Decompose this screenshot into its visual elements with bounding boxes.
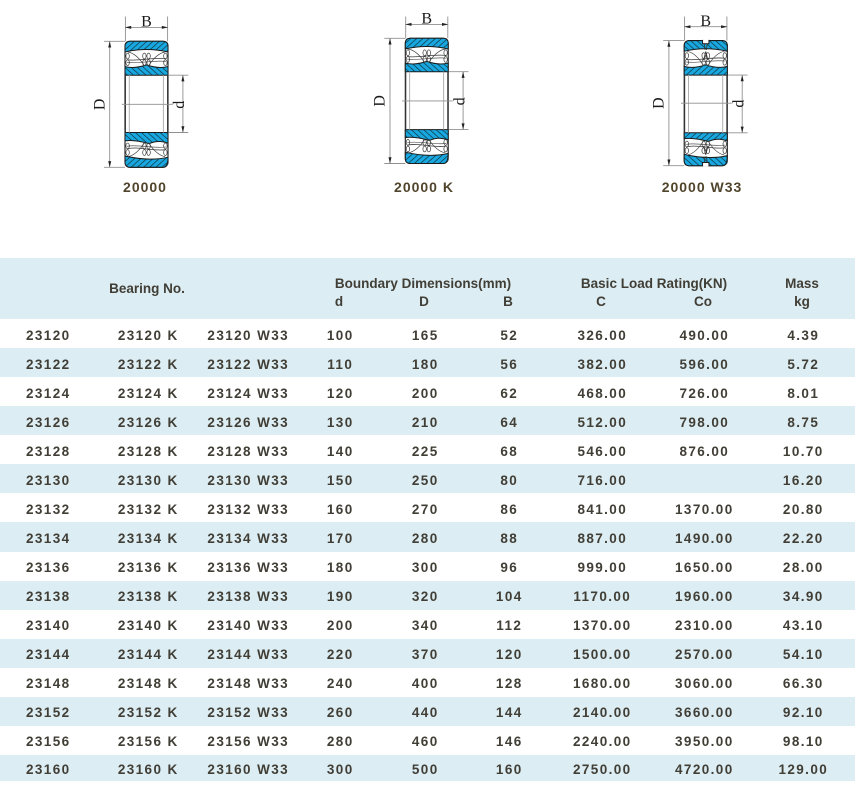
svg-text:d: d: [730, 100, 747, 108]
svg-text:d: d: [451, 97, 468, 105]
svg-text:B: B: [141, 14, 152, 31]
svg-text:B: B: [700, 13, 711, 30]
svg-text:20000: 20000: [123, 179, 167, 195]
svg-text:20000 K: 20000 K: [394, 179, 454, 195]
svg-text:D: D: [91, 99, 108, 111]
svg-text:B: B: [421, 11, 432, 28]
svg-text:20000 W33: 20000 W33: [662, 179, 743, 195]
svg-text:d: d: [171, 101, 188, 109]
svg-text:D: D: [372, 95, 389, 107]
svg-text:D: D: [651, 97, 668, 109]
